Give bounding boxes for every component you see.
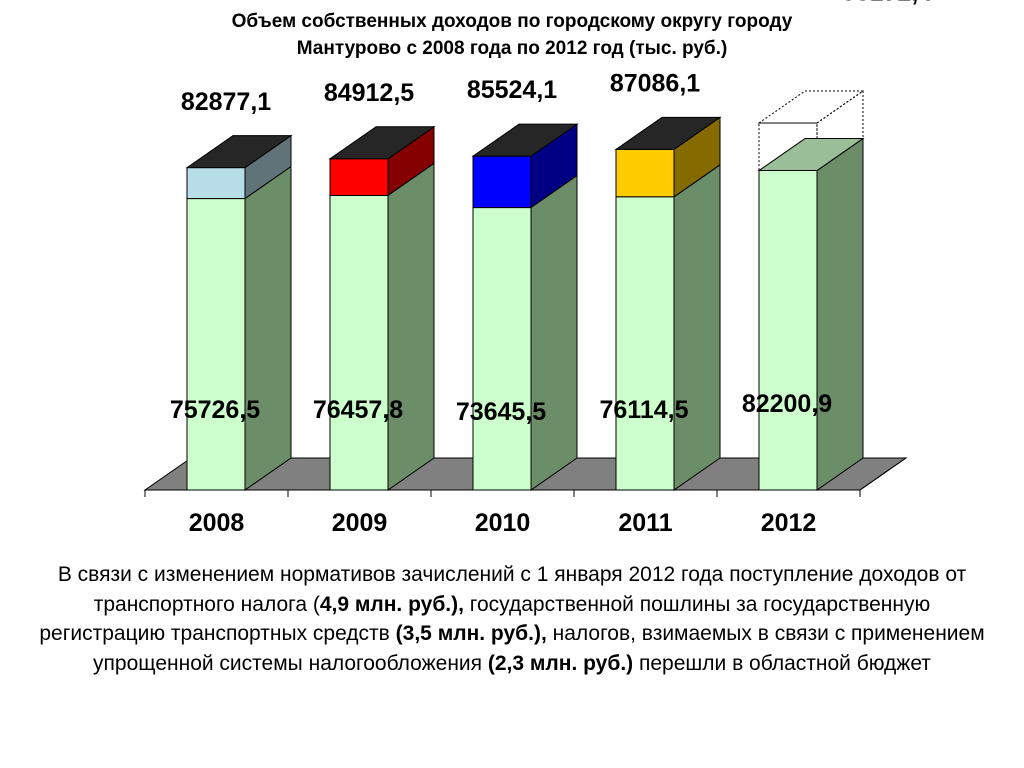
bar-inner-side-2011 (673, 163, 721, 491)
total-value-label-2009: 84912,5 (324, 79, 414, 107)
x-tick-label-2012: 2012 (761, 509, 817, 537)
bar-total-top-2011 (614, 116, 722, 150)
caption-bold1: 4,9 млн. руб.), (319, 592, 464, 616)
inner-value-label-2010: 73645,5 (456, 398, 546, 426)
chart-title: Объем собственных доходов по городскому … (0, 8, 1024, 62)
bar-total-top-2008 (185, 135, 293, 169)
inner-value-label-2008: 75726,5 (170, 396, 260, 424)
x-axis-depth-line (859, 457, 907, 491)
caption-part4: перешли в областной бюджет (633, 651, 931, 675)
x-tick-label-2011: 2011 (618, 509, 672, 537)
x-tick-label-2009: 2009 (332, 509, 388, 537)
inner-value-label-2009: 76457,8 (313, 396, 403, 424)
bar-inner-front-2010 (472, 207, 532, 491)
bar-inner-top-2012 (757, 138, 865, 172)
inner-value-label-2011: 76114,5 (600, 396, 689, 424)
bar-inner-front-2008 (186, 198, 246, 491)
caption-part1: В связи с изменением нормативов зачислен… (57, 563, 967, 616)
bar-inner-front-2011 (615, 196, 675, 491)
bar-total-front-2010 (472, 155, 532, 209)
total-value-label-2010: 85524,1 (467, 76, 557, 104)
caption-bold2: (3,5 млн. руб.), (395, 622, 547, 645)
x-tick-label-2008: 2008 (189, 509, 245, 537)
total-value-label-2012: 93172,4 (842, 0, 932, 7)
bar-total-front-2008 (186, 167, 246, 200)
bar-inner-side-2010 (530, 174, 578, 491)
bar-inner-side-2012 (816, 137, 864, 491)
bar-inner-front-2009 (329, 194, 389, 491)
bar-inner-side-2009 (387, 162, 435, 491)
bar-total-top-2010 (471, 123, 579, 157)
bar-total-front-2011 (615, 148, 675, 198)
total-value-label-2011: 87086,1 (610, 69, 700, 97)
bar-inner-front-2012 (758, 170, 818, 491)
x-tick-label-2010: 2010 (475, 509, 531, 537)
bar-total-top-2012 (757, 90, 865, 124)
caption-bold3: (2,3 млн. руб.) (487, 651, 634, 675)
bar-inner-side-2008 (244, 165, 292, 491)
chart-title-line2: Мантурово с 2008 года по 2012 год (тыс. … (296, 38, 728, 59)
chart-title-line1: Объем собственных доходов по городскому … (231, 11, 793, 32)
caption-part2: государственной пошлины за государственн… (39, 592, 931, 646)
total-value-label-2008: 82877,1 (181, 88, 271, 116)
caption-text: В связи с изменением нормативов зачислен… (30, 560, 994, 678)
bar-chart: 2008 82877,1 75726,5 2009 84912,5 76457,8 2010… (143, 0, 932, 537)
caption-part3: налогов, взимаемых в связи с применением… (93, 622, 985, 675)
bar-total-top-2009 (328, 126, 436, 160)
bar-total-front-2009 (329, 158, 389, 196)
inner-value-label-2012: 82200,9 (742, 390, 832, 418)
